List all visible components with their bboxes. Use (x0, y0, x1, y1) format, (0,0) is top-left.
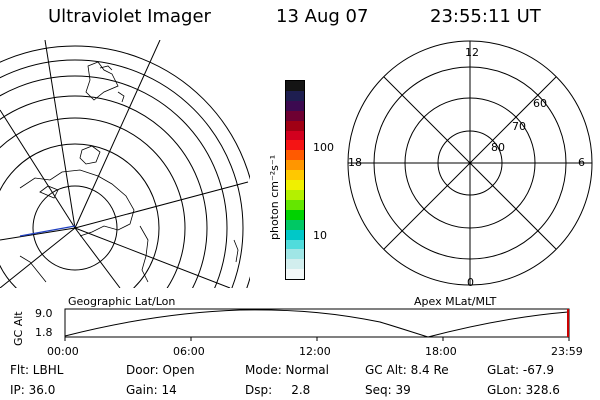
right-panel-label: Apex MLat/MLT (414, 295, 497, 308)
colorbar-band (286, 209, 304, 220)
colorbar-band (286, 90, 304, 101)
colorbar-band (286, 170, 304, 181)
status-filter: Flt: LBHL (10, 363, 64, 377)
colorbar-band (286, 81, 304, 91)
status-gain: Gain: 14 (126, 383, 177, 397)
colorbar-band (286, 239, 304, 250)
timeline-xtick-1200: 12:00 (299, 345, 331, 358)
colorbar-band (286, 229, 304, 240)
date-label: 13 Aug 07 (276, 6, 369, 27)
colorbar-band (286, 249, 304, 260)
colorbar-band (286, 269, 304, 280)
colorbar-band (286, 100, 304, 111)
timeline-xtick-0600: 06:00 (173, 345, 205, 358)
colorbar-band (286, 199, 304, 210)
colorbar-band (286, 180, 304, 190)
status-glat: GLat: -67.9 (487, 363, 554, 377)
timeline-ymin: 1.8 (35, 326, 53, 339)
mlat-label-80: 80 (491, 141, 505, 154)
left-panel-label: Geographic Lat/Lon (68, 295, 176, 308)
status-glon: GLon: 328.6 (487, 383, 560, 397)
colorbar-band (286, 189, 304, 200)
mlt-label-6: 6 (578, 156, 585, 169)
status-seq: Seq: 39 (365, 383, 411, 397)
colorbar-band (286, 219, 304, 230)
colorbar-band (286, 140, 304, 151)
colorbar-band (286, 120, 304, 131)
mlat-label-70: 70 (512, 120, 526, 133)
mlat-label-60: 60 (533, 97, 547, 110)
colorbar (285, 80, 305, 280)
colorbar-band (286, 160, 304, 171)
status-door: Door: Open (126, 363, 195, 377)
status-ip: IP: 36.0 (10, 383, 56, 397)
timeline-xtick-1800: 18:00 (425, 345, 457, 358)
mlt-label-0: 0 (467, 276, 474, 289)
app-title: Ultraviolet Imager (48, 6, 211, 27)
time-label: 23:55:11 UT (430, 6, 541, 27)
colorbar-tick-100: 100 (313, 141, 334, 154)
colorbar-band (286, 150, 304, 161)
status-mode: Mode: Normal (245, 363, 329, 377)
colorbar-tick-10: 10 (313, 229, 327, 242)
timeline-ymax: 9.0 (35, 307, 53, 320)
status-gc-alt: GC Alt: 8.4 Re (365, 363, 449, 377)
mlt-label-12: 12 (465, 46, 479, 59)
colorbar-band (286, 259, 304, 270)
colorbar-band (286, 110, 304, 121)
orbit-track-line (19, 225, 76, 237)
timeline-xtick-0000: 00:00 (47, 345, 79, 358)
timeline-xtick-2359: 23:59 (551, 345, 583, 358)
status-dsp: Dsp: 2.8 (245, 383, 311, 397)
mlt-label-18: 18 (348, 156, 362, 169)
colorbar-band (286, 130, 304, 141)
